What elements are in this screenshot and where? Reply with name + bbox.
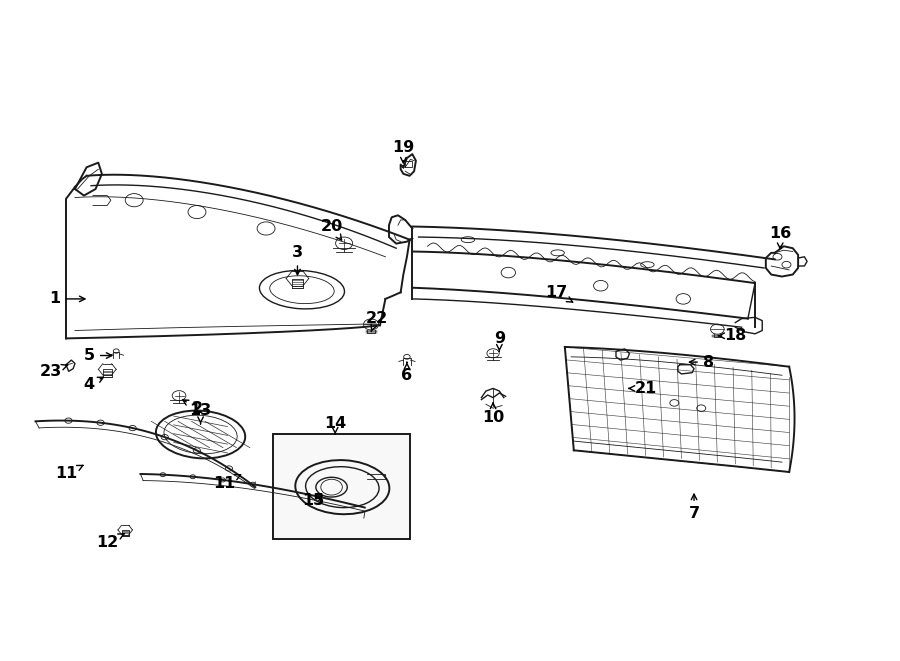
Text: 11: 11 (212, 475, 240, 490)
Text: 15: 15 (302, 493, 325, 508)
Text: 10: 10 (482, 403, 504, 425)
Text: 11: 11 (55, 465, 83, 481)
Text: 8: 8 (689, 354, 714, 369)
Text: 13: 13 (189, 403, 212, 424)
Text: 2: 2 (183, 400, 202, 416)
Text: 4: 4 (84, 377, 104, 392)
Text: 14: 14 (324, 416, 346, 434)
Text: 16: 16 (770, 225, 791, 249)
Text: 21: 21 (629, 381, 657, 396)
Text: 17: 17 (544, 285, 572, 302)
Text: 23: 23 (40, 364, 68, 379)
Text: 12: 12 (96, 534, 124, 550)
Text: 20: 20 (320, 219, 343, 240)
Text: 5: 5 (84, 348, 112, 363)
Text: 3: 3 (292, 245, 303, 275)
Text: 9: 9 (494, 331, 505, 352)
Text: 6: 6 (401, 362, 412, 383)
FancyBboxPatch shape (274, 434, 410, 539)
Text: 19: 19 (392, 140, 415, 163)
Text: 22: 22 (365, 311, 388, 332)
Text: 1: 1 (50, 292, 85, 307)
Text: 7: 7 (688, 494, 699, 521)
Text: 18: 18 (718, 329, 746, 343)
